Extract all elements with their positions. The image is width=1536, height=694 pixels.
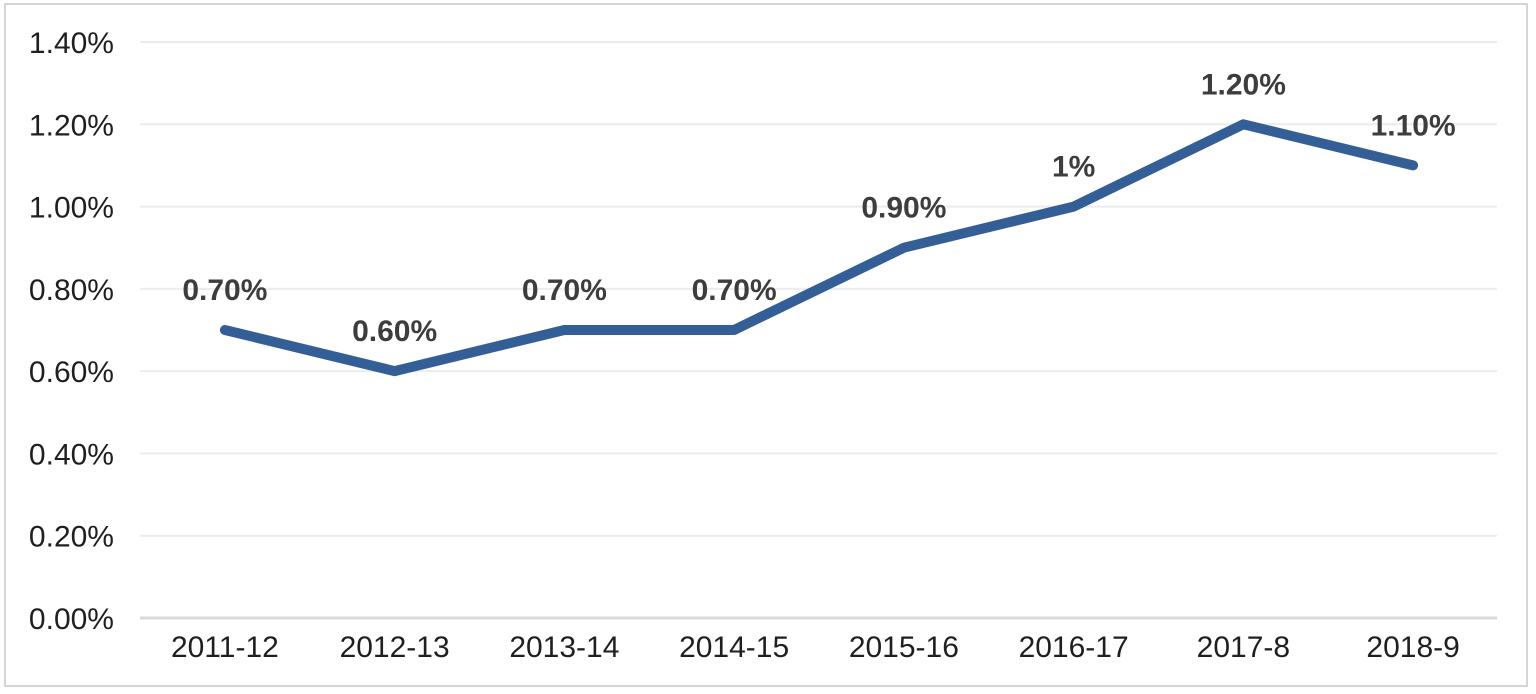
data-label: 0.70% [692,274,777,307]
data-label: 0.70% [182,274,267,307]
y-axis-tick-label: 1.00% [29,192,114,225]
x-axis-tick-label: 2015-16 [849,631,959,664]
data-label: 0.70% [522,274,607,307]
data-label: 0.90% [861,192,946,225]
y-axis-tick-label: 0.40% [29,438,114,471]
y-axis-tick-label: 0.80% [29,274,114,307]
data-line [219,119,1419,377]
y-axis-tick-label: 1.20% [29,109,114,142]
x-axis-tick-label: 2016-17 [1019,631,1129,664]
y-axis-tick-label: 0.60% [29,356,114,389]
x-axis-tick-label: 2012-13 [340,631,450,664]
x-axis-tick-label: 2018-9 [1366,631,1459,664]
x-axis-tick-label: 2013-14 [509,631,619,664]
data-label: 1.10% [1371,109,1456,142]
data-label: 0.60% [352,315,437,348]
x-axis-tick-label: 2011-12 [171,631,279,664]
y-axis-tick-label: 1.40% [29,27,114,60]
y-axis-tick-label: 0.20% [29,521,114,554]
y-axis-tick-label: 0.00% [29,603,114,636]
data-label: 1.20% [1201,68,1286,101]
x-axis-tick-label: 2014-15 [679,631,789,664]
chart-frame [4,3,1528,687]
x-axis-tick-label: 2017-8 [1197,631,1290,664]
data-label: 1% [1052,151,1095,184]
